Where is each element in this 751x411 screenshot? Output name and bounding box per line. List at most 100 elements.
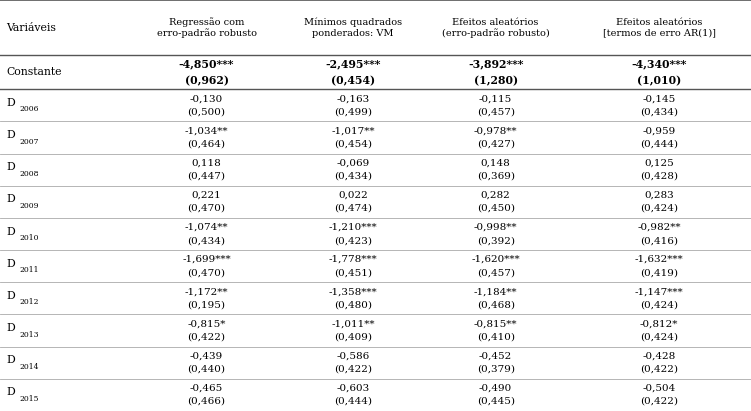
Text: -0,163: -0,163 bbox=[336, 94, 369, 103]
Text: (0,962): (0,962) bbox=[185, 75, 228, 86]
Text: Regressão com
erro-padrão robusto: Regressão com erro-padrão robusto bbox=[156, 17, 257, 38]
Text: 0,022: 0,022 bbox=[338, 191, 368, 200]
Text: -0,069: -0,069 bbox=[336, 159, 369, 168]
Text: -0,452: -0,452 bbox=[479, 352, 512, 360]
Text: (0,480): (0,480) bbox=[334, 300, 372, 309]
Text: (0,454): (0,454) bbox=[331, 75, 375, 86]
Text: (0,392): (0,392) bbox=[477, 236, 514, 245]
Text: 2006: 2006 bbox=[20, 105, 39, 113]
Text: (0,499): (0,499) bbox=[334, 107, 372, 116]
Text: Efeitos aleatórios
[termos de erro AR(1)]: Efeitos aleatórios [termos de erro AR(1)… bbox=[602, 18, 716, 37]
Text: -0,815**: -0,815** bbox=[474, 319, 517, 328]
Text: -0,130: -0,130 bbox=[190, 94, 223, 103]
Text: -1,632***: -1,632*** bbox=[635, 255, 683, 264]
Text: (0,195): (0,195) bbox=[188, 300, 225, 309]
Text: (0,410): (0,410) bbox=[477, 332, 514, 342]
Text: -1,074**: -1,074** bbox=[185, 223, 228, 232]
Text: (0,464): (0,464) bbox=[188, 140, 225, 148]
Text: D: D bbox=[6, 291, 15, 301]
Text: 2009: 2009 bbox=[20, 202, 39, 210]
Text: (0,451): (0,451) bbox=[334, 268, 372, 277]
Text: Variáveis: Variáveis bbox=[6, 23, 56, 33]
Text: -1,172**: -1,172** bbox=[185, 287, 228, 296]
Text: (0,440): (0,440) bbox=[188, 365, 225, 374]
Text: -0,982**: -0,982** bbox=[638, 223, 680, 232]
Text: -0,998**: -0,998** bbox=[474, 223, 517, 232]
Text: Efeitos aleatórios
(erro-padrão robusto): Efeitos aleatórios (erro-padrão robusto) bbox=[442, 18, 550, 38]
Text: 2010: 2010 bbox=[20, 234, 39, 242]
Text: (1,010): (1,010) bbox=[637, 75, 681, 86]
Text: (0,419): (0,419) bbox=[640, 268, 678, 277]
Text: (0,424): (0,424) bbox=[640, 204, 678, 213]
Text: -0,439: -0,439 bbox=[190, 352, 223, 360]
Text: (0,457): (0,457) bbox=[477, 268, 514, 277]
Text: Constante: Constante bbox=[6, 67, 62, 77]
Text: (0,447): (0,447) bbox=[188, 172, 225, 181]
Text: (1,280): (1,280) bbox=[474, 75, 517, 86]
Text: (0,434): (0,434) bbox=[188, 236, 225, 245]
Text: -0,815*: -0,815* bbox=[187, 319, 226, 328]
Text: (0,379): (0,379) bbox=[477, 365, 514, 374]
Text: -1,011**: -1,011** bbox=[331, 319, 375, 328]
Text: (0,468): (0,468) bbox=[477, 300, 514, 309]
Text: (0,422): (0,422) bbox=[640, 397, 678, 406]
Text: (0,444): (0,444) bbox=[334, 397, 372, 406]
Text: D: D bbox=[6, 130, 15, 140]
Text: Mínimos quadrados
ponderados: VM: Mínimos quadrados ponderados: VM bbox=[304, 18, 402, 38]
Text: -0,586: -0,586 bbox=[336, 352, 369, 360]
Text: -1,620***: -1,620*** bbox=[472, 255, 520, 264]
Text: 0,283: 0,283 bbox=[644, 191, 674, 200]
Text: -1,184**: -1,184** bbox=[474, 287, 517, 296]
Text: 2014: 2014 bbox=[20, 363, 39, 371]
Text: -1,210***: -1,210*** bbox=[329, 223, 377, 232]
Text: (0,434): (0,434) bbox=[334, 172, 372, 181]
Text: -1,147***: -1,147*** bbox=[635, 287, 683, 296]
Text: -1,778***: -1,778*** bbox=[329, 255, 377, 264]
Text: 2012: 2012 bbox=[20, 298, 39, 307]
Text: (0,444): (0,444) bbox=[640, 140, 678, 148]
Text: -0,978**: -0,978** bbox=[474, 127, 517, 135]
Text: -0,145: -0,145 bbox=[642, 94, 676, 103]
Text: (0,422): (0,422) bbox=[334, 365, 372, 374]
Text: (0,427): (0,427) bbox=[477, 140, 514, 148]
Text: 2015: 2015 bbox=[20, 395, 39, 403]
Text: (0,416): (0,416) bbox=[640, 236, 678, 245]
Text: -0,465: -0,465 bbox=[190, 384, 223, 393]
Text: -0,603: -0,603 bbox=[336, 384, 369, 393]
Text: -1,034**: -1,034** bbox=[185, 127, 228, 135]
Text: -0,504: -0,504 bbox=[642, 384, 676, 393]
Text: D: D bbox=[6, 162, 15, 172]
Text: 0,148: 0,148 bbox=[481, 159, 511, 168]
Text: -0,812*: -0,812* bbox=[640, 319, 678, 328]
Text: -1,017**: -1,017** bbox=[331, 127, 375, 135]
Text: -4,850***: -4,850*** bbox=[179, 59, 234, 69]
Text: (0,409): (0,409) bbox=[334, 332, 372, 342]
Text: D: D bbox=[6, 259, 15, 269]
Text: -2,495***: -2,495*** bbox=[325, 59, 381, 69]
Text: -0,115: -0,115 bbox=[479, 94, 512, 103]
Text: 0,221: 0,221 bbox=[192, 191, 222, 200]
Text: 2007: 2007 bbox=[20, 138, 39, 145]
Text: (0,424): (0,424) bbox=[640, 332, 678, 342]
Text: 2008: 2008 bbox=[20, 170, 39, 178]
Text: (0,500): (0,500) bbox=[188, 107, 225, 116]
Text: (0,422): (0,422) bbox=[188, 332, 225, 342]
Text: (0,369): (0,369) bbox=[477, 172, 514, 181]
Text: (0,450): (0,450) bbox=[477, 204, 514, 213]
Text: (0,424): (0,424) bbox=[640, 300, 678, 309]
Text: 0,125: 0,125 bbox=[644, 159, 674, 168]
Text: (0,423): (0,423) bbox=[334, 236, 372, 245]
Text: D: D bbox=[6, 226, 15, 237]
Text: D: D bbox=[6, 355, 15, 365]
Text: (0,422): (0,422) bbox=[640, 365, 678, 374]
Text: D: D bbox=[6, 323, 15, 333]
Text: D: D bbox=[6, 388, 15, 397]
Text: -0,959: -0,959 bbox=[642, 127, 676, 135]
Text: -0,428: -0,428 bbox=[642, 352, 676, 360]
Text: (0,445): (0,445) bbox=[477, 397, 514, 406]
Text: -3,892***: -3,892*** bbox=[468, 59, 523, 69]
Text: D: D bbox=[6, 194, 15, 204]
Text: (0,457): (0,457) bbox=[477, 107, 514, 116]
Text: D: D bbox=[6, 98, 15, 108]
Text: 0,282: 0,282 bbox=[481, 191, 511, 200]
